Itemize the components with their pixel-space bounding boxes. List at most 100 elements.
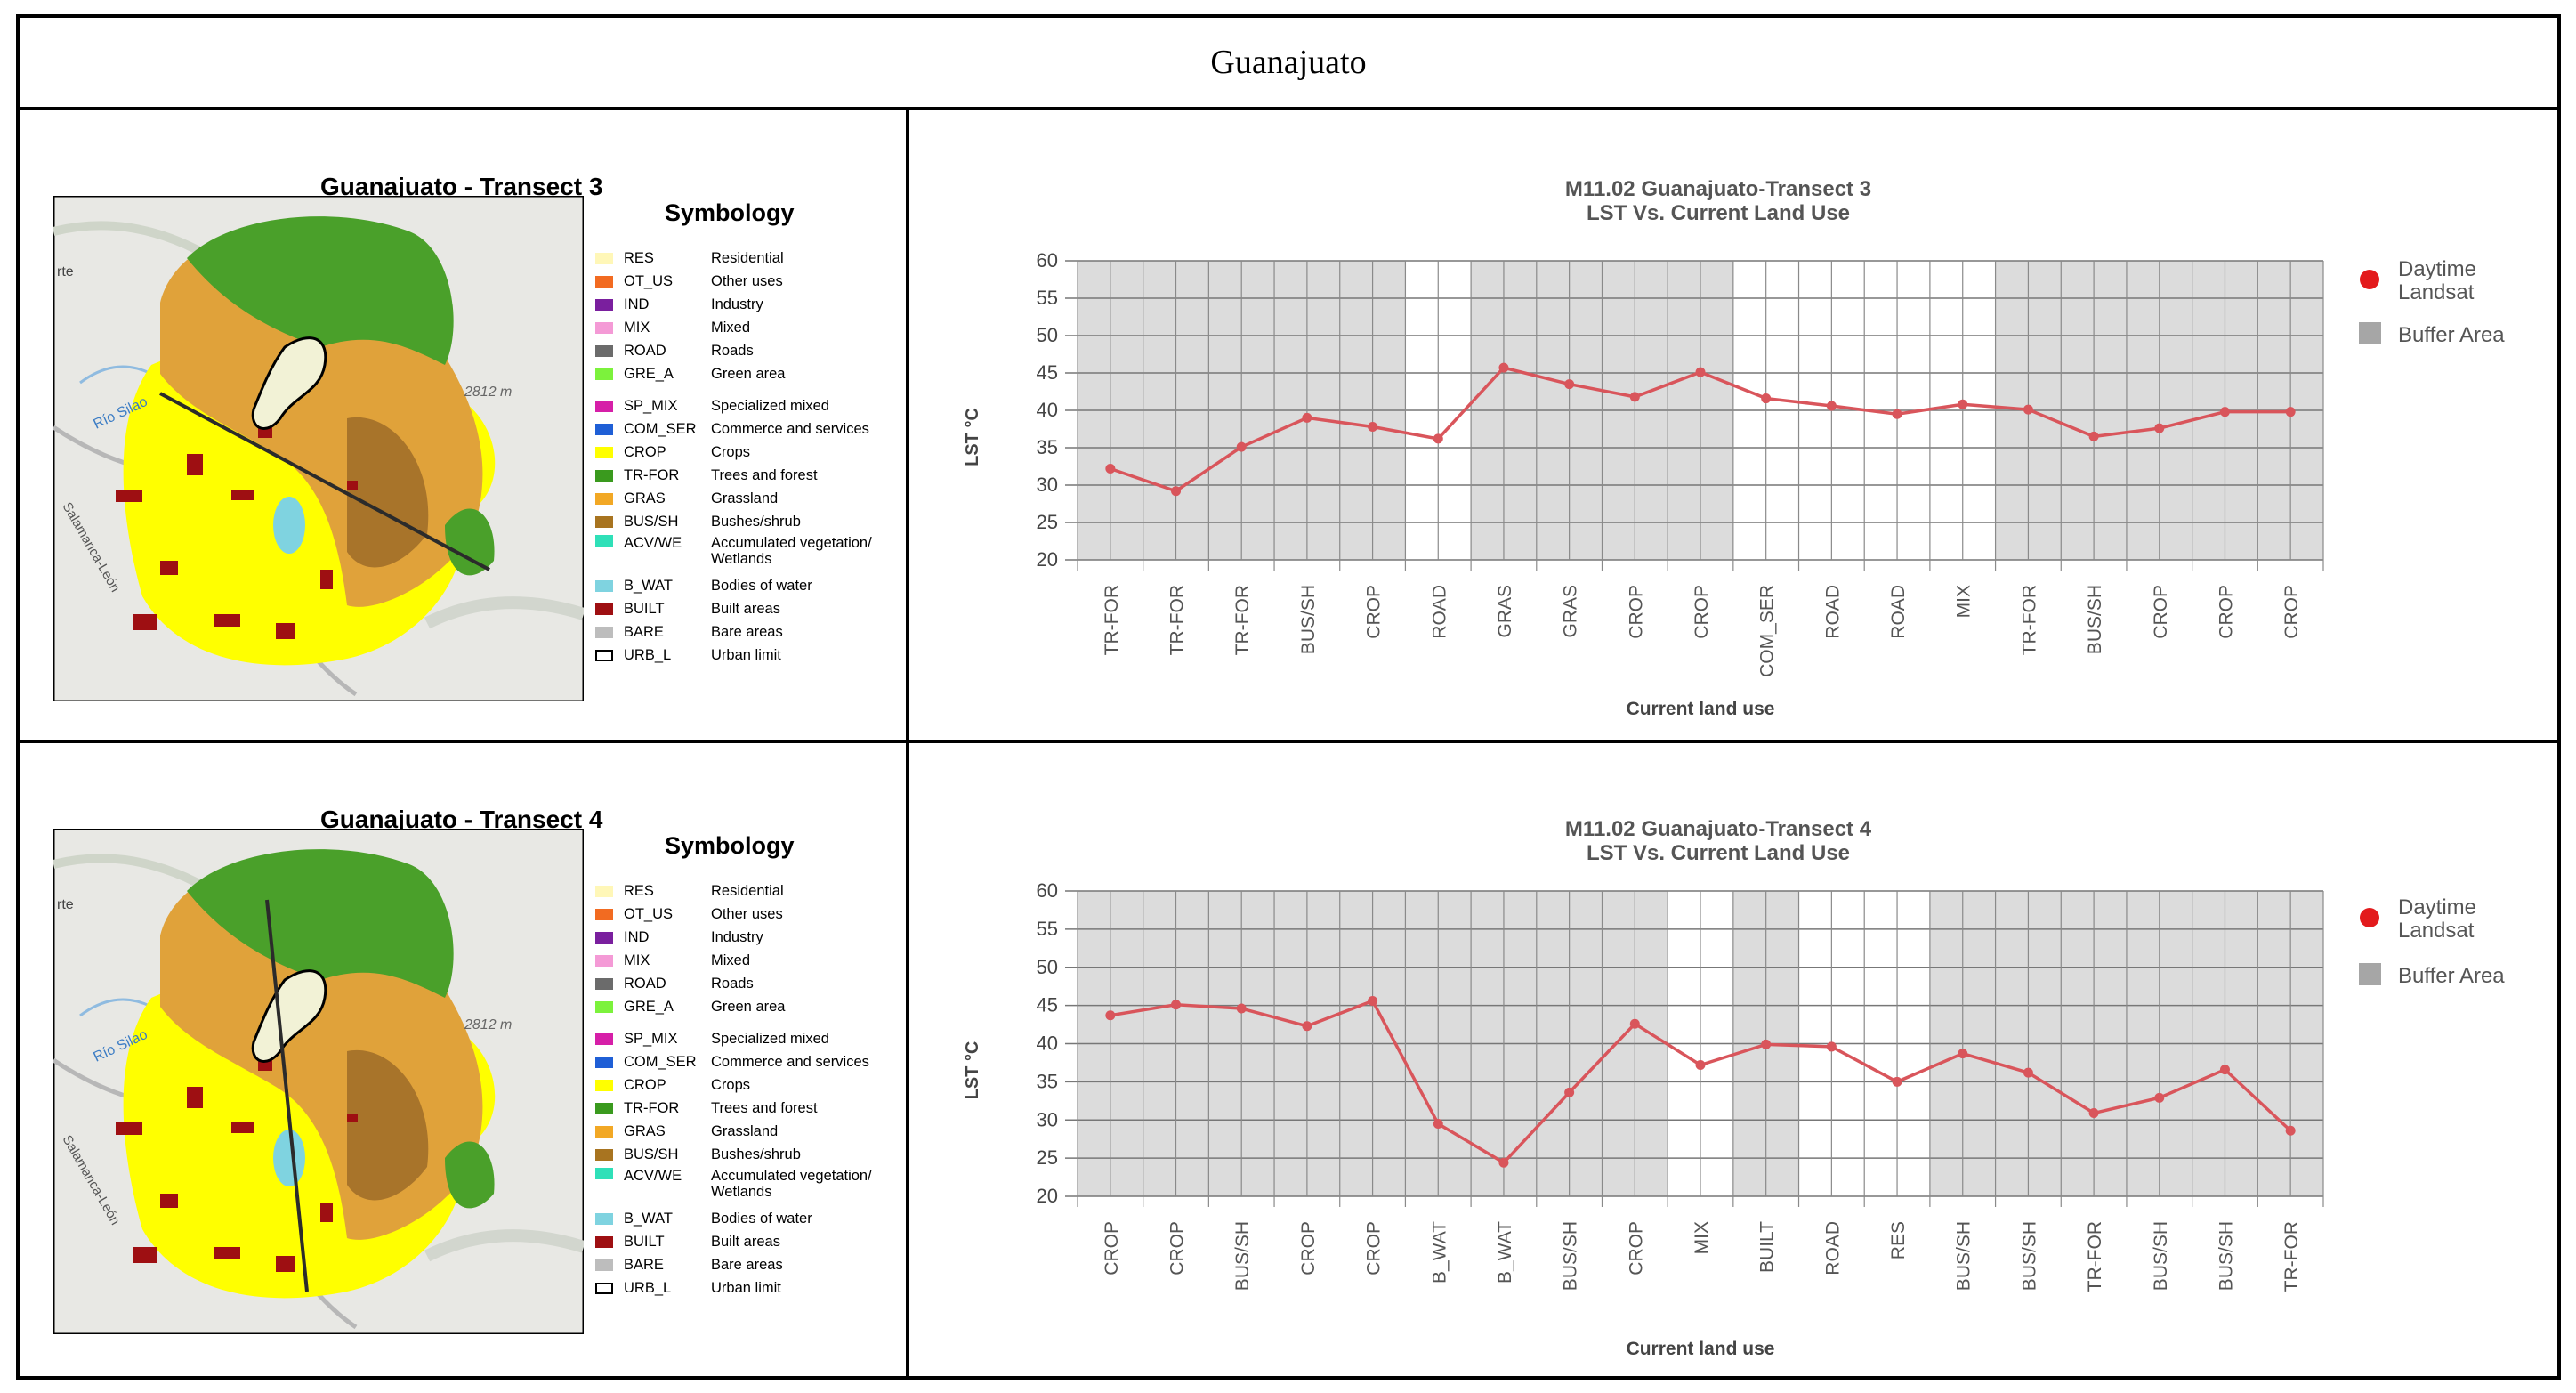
y-tick-label: 45 — [1037, 994, 1058, 1016]
legend-item: BUS/SH Bushes/shrub — [595, 1145, 801, 1164]
legend-item: IND Industry — [595, 927, 763, 947]
data-point — [1892, 1076, 1902, 1087]
y-axis-label: LST °C — [963, 1041, 982, 1100]
legend-code: RES — [624, 882, 654, 899]
legend-label: Bare areas — [711, 1257, 783, 1273]
legend-label: Bodies of water — [711, 578, 812, 594]
map-label-city: rte — [57, 264, 74, 279]
legend-swatch — [595, 368, 613, 380]
legend-swatch — [595, 1212, 613, 1225]
legend-swatch — [595, 1282, 613, 1294]
data-point — [2023, 1067, 2033, 1078]
chart-subtitle: LST Vs. Current Land Use — [1587, 201, 1850, 225]
map-built-patch — [187, 1087, 203, 1108]
figure-frame: Guanajuato Guanajuato - Transect 3 rte Rí… — [16, 14, 2561, 1380]
legend-swatch — [595, 885, 613, 897]
data-point — [2088, 431, 2099, 441]
legend-item: URB_L Urban limit — [595, 1278, 781, 1298]
legend-item: TR-FOR Trees and forest — [595, 466, 818, 485]
map-forest-area — [187, 216, 454, 365]
map-river — [79, 365, 152, 385]
x-tick-label: BUILT — [1757, 1221, 1778, 1273]
map-urban-limit — [251, 336, 327, 430]
legend-code: BUILT — [624, 600, 665, 617]
legend-item: RES Residential — [595, 248, 784, 268]
chart-panel-transect-4: M11.02 Guanajuato-Transect 4 LST Vs. Curr… — [909, 743, 2561, 1380]
data-point — [1302, 1021, 1312, 1032]
legend-swatch — [595, 1102, 613, 1114]
x-tick-label: CROP — [1364, 585, 1385, 639]
map-panel-transect-4: Guanajuato - Transect 4 rte Río Silao 2812… — [20, 743, 906, 1380]
legend-label: Trees and forest — [711, 1100, 818, 1116]
legend-swatch — [595, 1125, 613, 1138]
legend-label-daytime: Daytime — [2398, 257, 2476, 281]
data-point — [1629, 1018, 1640, 1029]
legend-code: URB_L — [624, 646, 672, 663]
legend-label: Built areas — [711, 1234, 780, 1250]
legend-code: BUS/SH — [624, 513, 679, 530]
chart-title: M11.02 Guanajuato-Transect 3 — [1565, 177, 1871, 201]
data-point — [1695, 367, 1706, 377]
map-built-patch — [231, 490, 254, 500]
map-label-city: rte — [57, 897, 74, 912]
x-tick-label: B_WAT — [1495, 1221, 1515, 1284]
legend-swatch — [595, 954, 613, 967]
legend: RES Residential OT_US Other uses IND Industry… — [595, 743, 898, 1380]
x-tick-label: TR-FOR — [2281, 1221, 2302, 1292]
x-axis-label: Current land use — [1627, 699, 1775, 719]
map-built-patch — [320, 570, 333, 589]
legend-swatch — [595, 423, 613, 435]
map-built-patch — [276, 1256, 295, 1272]
y-tick-label: 35 — [1037, 436, 1058, 458]
legend-swatch — [595, 977, 613, 990]
map-forest-area — [445, 508, 495, 576]
map-shrub-area — [347, 1049, 429, 1201]
legend-code: GRAS — [624, 1122, 666, 1139]
map-river — [79, 998, 152, 1017]
legend-item: GRE_A Green area — [595, 364, 785, 384]
legend-swatch — [595, 649, 613, 661]
legend-item: ROAD Roads — [595, 341, 754, 360]
map-built-patch — [231, 1122, 254, 1133]
data-point — [1171, 486, 1182, 497]
legend-label: Commerce and services — [711, 421, 869, 437]
map-built-patch — [276, 623, 295, 639]
legend-swatch — [595, 1259, 613, 1271]
x-tick-label: CROP — [1364, 1221, 1385, 1276]
legend-label: Residential — [711, 883, 784, 899]
x-tick-label: ROAD — [1822, 1221, 1843, 1276]
legend-item: ACV/WE Accumulated vegetation/ Wetlands — [595, 535, 880, 567]
legend-swatch — [595, 1148, 613, 1161]
data-point — [2219, 407, 2230, 417]
y-tick-label: 50 — [1037, 324, 1058, 346]
x-tick-label: TR-FOR — [1232, 585, 1253, 655]
map-forest-area — [445, 1141, 495, 1209]
legend-swatch — [595, 321, 613, 334]
y-tick-label: 20 — [1037, 1185, 1058, 1207]
legend-label: Urban limit — [711, 647, 781, 663]
map-built-patch — [133, 1247, 157, 1263]
legend-label-buffer-area: Buffer Area — [2398, 964, 2505, 988]
data-point — [1236, 1003, 1247, 1014]
x-tick-label: ROAD — [1429, 585, 1450, 639]
map-urban-limit — [251, 969, 327, 1063]
legend-item: BUILT Built areas — [595, 599, 780, 619]
y-tick-label: 30 — [1037, 474, 1058, 496]
y-tick-label: 55 — [1037, 918, 1058, 940]
legend-code: COM_SER — [624, 1053, 697, 1070]
x-tick-label: BUS/SH — [2216, 1221, 2236, 1291]
data-point — [2219, 1065, 2230, 1075]
legend-code: MIX — [624, 319, 650, 336]
legend-code: SP_MIX — [624, 397, 678, 414]
legend-label: Mixed — [711, 320, 751, 336]
legend-item: SP_MIX Specialized mixed — [595, 1029, 829, 1049]
legend-item: BARE Bare areas — [595, 1255, 783, 1275]
legend-code: URB_L — [624, 1279, 672, 1296]
y-tick-label: 25 — [1037, 511, 1058, 533]
map-built-patch — [116, 490, 142, 502]
legend-label: Roads — [711, 343, 754, 359]
x-tick-label: GRAS — [1561, 585, 1581, 638]
legend-label-landsat: Landsat — [2398, 919, 2475, 943]
legend-item: GRE_A Green area — [595, 997, 785, 1016]
